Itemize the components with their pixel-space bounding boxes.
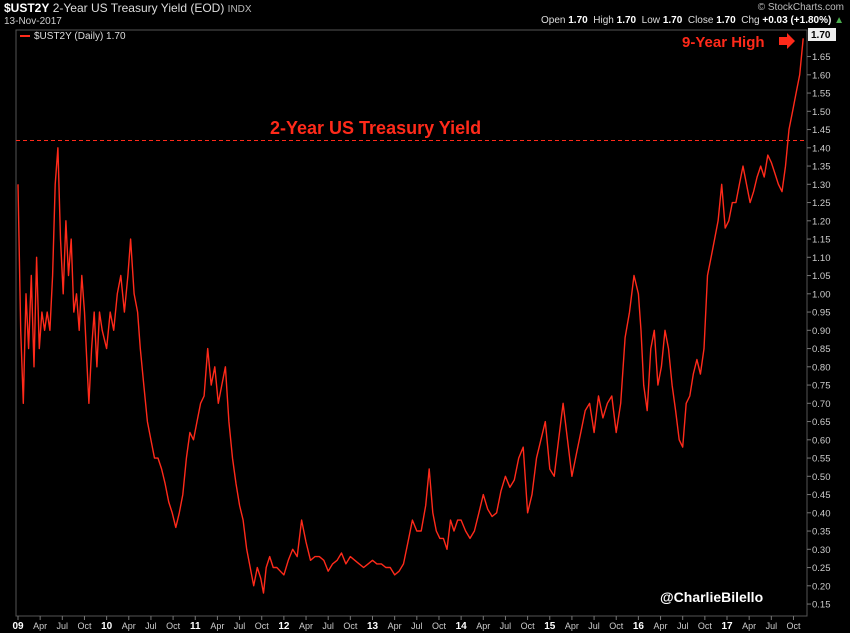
x-tick-label: Jul <box>57 621 69 631</box>
y-tick-label: 1.00 <box>812 289 831 300</box>
high-note: 9-Year High <box>682 34 765 51</box>
x-tick-label: Jul <box>588 621 600 631</box>
last-value-box <box>808 28 836 41</box>
y-tick-label: 0.90 <box>812 326 831 337</box>
y-tick-label: 1.60 <box>812 70 831 81</box>
x-tick-label: Apr <box>476 621 490 631</box>
chart-header: $UST2Y 2-Year US Treasury Yield (EOD) IN… <box>0 0 850 30</box>
x-tick-label: Jul <box>766 621 778 631</box>
legend: $UST2Y (Daily) 1.70 <box>20 31 126 42</box>
y-tick-label: 1.35 <box>812 162 831 173</box>
y-axis: 0.15 0.20 0.25 0.30 0.35 0.40 0.45 0.50 0.55 0.60… <box>807 52 831 611</box>
y-tick-label: 0.35 <box>812 527 831 538</box>
chg-label: Chg <box>741 15 760 26</box>
y-tick-label: 0.95 <box>812 308 831 319</box>
plot-frame <box>15 29 808 617</box>
y-tick-label: 1.30 <box>812 180 831 191</box>
y-tick-label: 1.65 <box>812 52 831 63</box>
x-tick-label: Jul <box>677 621 689 631</box>
close-label: Close <box>687 15 714 26</box>
x-tick-label: 09 <box>12 621 24 632</box>
open-value: 1.70 <box>568 15 588 26</box>
x-tick-label: 16 <box>633 621 645 632</box>
x-tick-label: 17 <box>721 621 733 632</box>
x-tick-label: Oct <box>343 621 358 631</box>
y-tick-label: 1.10 <box>812 253 831 264</box>
y-tick-label: 0.65 <box>812 417 831 428</box>
x-tick-label: Jul <box>322 621 334 631</box>
x-tick-label: Apr <box>742 621 756 631</box>
y-tick-label: 1.40 <box>812 143 831 154</box>
x-tick-label: 15 <box>544 621 556 632</box>
y-tick-label: 1.45 <box>812 125 831 136</box>
low-value: 1.70 <box>662 15 683 26</box>
chart-title: 2-Year US Treasury Yield <box>270 118 481 138</box>
x-tick-label: 10 <box>101 621 113 632</box>
x-tick-label: 12 <box>278 621 290 632</box>
x-axis: 09 Apr Jul Oct 10 Apr Jul Oct 11 Apr Jul Oct 12 Apr Ju… <box>12 616 801 632</box>
x-tick-label: 14 <box>456 621 468 632</box>
y-tick-label: 1.15 <box>812 235 831 246</box>
up-arrow-icon: ▲ <box>834 15 844 26</box>
y-tick-label: 0.55 <box>812 454 831 465</box>
x-tick-label: Oct <box>432 621 447 631</box>
ohlc-readout: Open 1.70 High 1.70 Low 1.70 Close 1.70 … <box>541 15 844 26</box>
x-tick-label: Oct <box>698 621 713 631</box>
credit: @CharlieBilello <box>660 589 763 605</box>
y-tick-label: 1.50 <box>812 107 831 118</box>
y-tick-label: 0.30 <box>812 545 831 556</box>
x-tick-label: Oct <box>521 621 536 631</box>
y-tick-label: 0.70 <box>812 399 831 410</box>
x-tick-label: Apr <box>210 621 224 631</box>
x-tick-label: 13 <box>367 621 379 632</box>
x-tick-label: Oct <box>77 621 92 631</box>
x-tick-label: Apr <box>33 621 47 631</box>
y-tick-label: 0.40 <box>812 508 831 519</box>
chg-value: +0.03 (+1.80%) <box>762 15 832 26</box>
y-tick-label: 0.80 <box>812 362 831 373</box>
x-tick-label: Oct <box>166 621 181 631</box>
x-tick-label: Apr <box>122 621 136 631</box>
series-line <box>17 38 804 594</box>
symbol-line: $UST2Y 2-Year US Treasury Yield (EOD) IN… <box>4 1 252 15</box>
x-tick-label: Apr <box>299 621 313 631</box>
x-tick-label: Jul <box>145 621 157 631</box>
x-tick-label: Jul <box>234 621 246 631</box>
close-value: 1.70 <box>716 15 736 26</box>
y-tick-label: 0.75 <box>812 381 831 392</box>
x-tick-label: Apr <box>565 621 579 631</box>
x-tick-label: Oct <box>786 621 801 631</box>
y-tick-label: 0.85 <box>812 344 831 355</box>
x-tick-label: Oct <box>609 621 624 631</box>
symbol: $UST2Y <box>4 1 50 15</box>
y-tick-label: 1.20 <box>812 216 831 227</box>
arrow-right-icon <box>779 33 795 49</box>
legend-text: $UST2Y (Daily) 1.70 <box>34 31 126 42</box>
brand-logo: © StockCharts.com <box>757 2 844 13</box>
x-tick-label: Jul <box>500 621 512 631</box>
low-label: Low <box>641 15 661 26</box>
open-label: Open <box>541 15 566 26</box>
y-tick-label: 0.20 <box>812 581 831 592</box>
x-tick-label: Jul <box>411 621 423 631</box>
high-value: 1.70 <box>616 15 637 26</box>
x-tick-label: Apr <box>388 621 402 631</box>
y-tick-label: 1.05 <box>812 271 831 282</box>
y-tick-label: 0.15 <box>812 600 831 611</box>
y-tick-label: 0.25 <box>812 563 831 574</box>
y-tick-label: 0.60 <box>812 435 831 446</box>
x-tick-label: Apr <box>654 621 668 631</box>
y-tick-label: 0.50 <box>812 472 831 483</box>
x-tick-label: 11 <box>190 621 201 632</box>
y-tick-label: 1.25 <box>812 198 831 209</box>
last-value: 1.70 <box>811 30 831 41</box>
x-tick-label: Oct <box>255 621 270 631</box>
exchange: INDX <box>227 4 252 15</box>
y-tick-label: 1.55 <box>812 89 831 100</box>
y-tick-label: 0.45 <box>812 490 831 501</box>
high-label: High <box>593 15 614 26</box>
series-name: 2-Year US Treasury Yield (EOD) <box>52 1 225 15</box>
chart-date: 13-Nov-2017 <box>4 16 62 27</box>
